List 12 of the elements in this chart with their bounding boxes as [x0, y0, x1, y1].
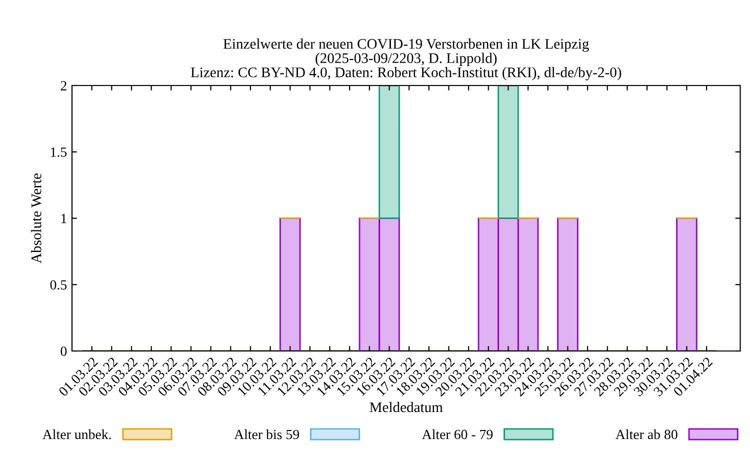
chart-title: Einzelwerte der neuen COVID-19 Verstorbenen in LK Leipzig (2025-03-09/2203, D. Lippold) Lizenz: CC BY-ND 4.0, Daten: Robert Koch-Institut (RKI), dl-de/by-2-0): [190, 38, 622, 80]
y-tick-label: 0: [60, 346, 67, 356]
y-tick-label: 0.5: [50, 280, 67, 290]
legend-label: Alter ab 80: [616, 429, 678, 440]
y-tick-label: 2: [60, 81, 66, 90]
y-tick-label: 1.5: [51, 148, 67, 157]
legend-label: Alter unbek.: [42, 429, 111, 440]
x-axis-title: Meldedatum: [370, 402, 443, 412]
y-axis-title: Absolute Werte: [30, 174, 42, 264]
legend-label: Alter 60 - 79: [422, 429, 493, 440]
legend-label: Alter bis 59: [234, 429, 300, 440]
y-tick-label: 1: [61, 214, 66, 224]
